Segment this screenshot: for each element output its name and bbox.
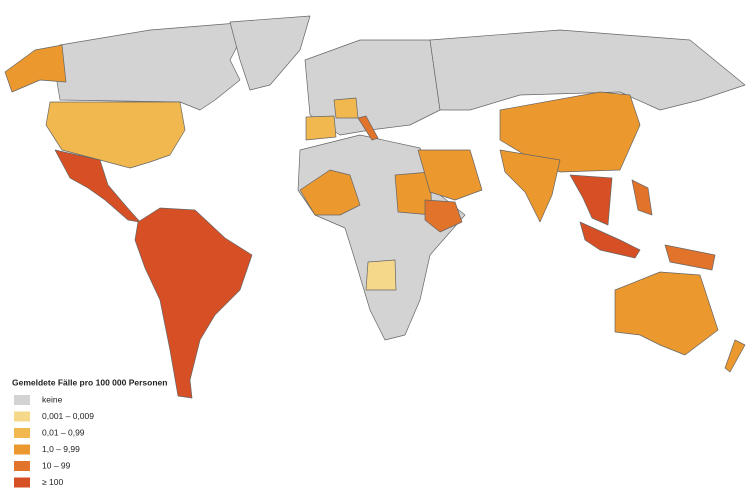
- west-africa: [299, 169, 361, 216]
- legend-label: 0,001 – 0,009: [42, 411, 94, 421]
- legend-label: 10 – 99: [42, 460, 71, 470]
- australia: [614, 271, 719, 356]
- southeast-asia: [569, 174, 613, 226]
- legend-label: ≥ 100: [42, 477, 63, 487]
- legend-swatch: [14, 444, 30, 455]
- legend-label: 1,0 – 9,99: [42, 444, 80, 454]
- philippines: [631, 179, 653, 216]
- spain: [305, 115, 337, 141]
- legend-swatch: [14, 411, 30, 422]
- india: [499, 149, 561, 223]
- legend: Gemeldete Fälle pro 100 000 Personen kei…: [12, 377, 167, 488]
- canada: [54, 21, 251, 111]
- legend-swatch: [14, 428, 30, 438]
- new-guinea: [664, 244, 716, 271]
- new-zealand: [724, 339, 746, 373]
- south-america: [134, 207, 253, 399]
- middle-east: [417, 149, 483, 201]
- indonesia: [579, 221, 641, 259]
- italy: [357, 115, 379, 141]
- china: [499, 91, 641, 173]
- usa: [45, 101, 186, 169]
- legend-label: 0,01 – 0,99: [42, 427, 85, 437]
- russia-north-asia: [429, 29, 746, 111]
- france: [333, 97, 359, 119]
- regions: [4, 15, 746, 399]
- legend-title: Gemeldete Fälle pro 100 000 Personen: [12, 377, 167, 387]
- alaska: [4, 44, 67, 93]
- legend-items: keine 0,001 – 0,009 0,01 – 0,99 1,0 – 9,99 1…: [14, 394, 94, 488]
- greenland: [229, 15, 311, 91]
- angola: [365, 259, 397, 291]
- ethiopia: [424, 199, 463, 233]
- legend-label: keine: [42, 394, 63, 404]
- legend-swatch: [14, 461, 30, 471]
- legend-swatch: [14, 477, 30, 488]
- legend-swatch: [14, 395, 30, 405]
- central-america: [54, 149, 141, 223]
